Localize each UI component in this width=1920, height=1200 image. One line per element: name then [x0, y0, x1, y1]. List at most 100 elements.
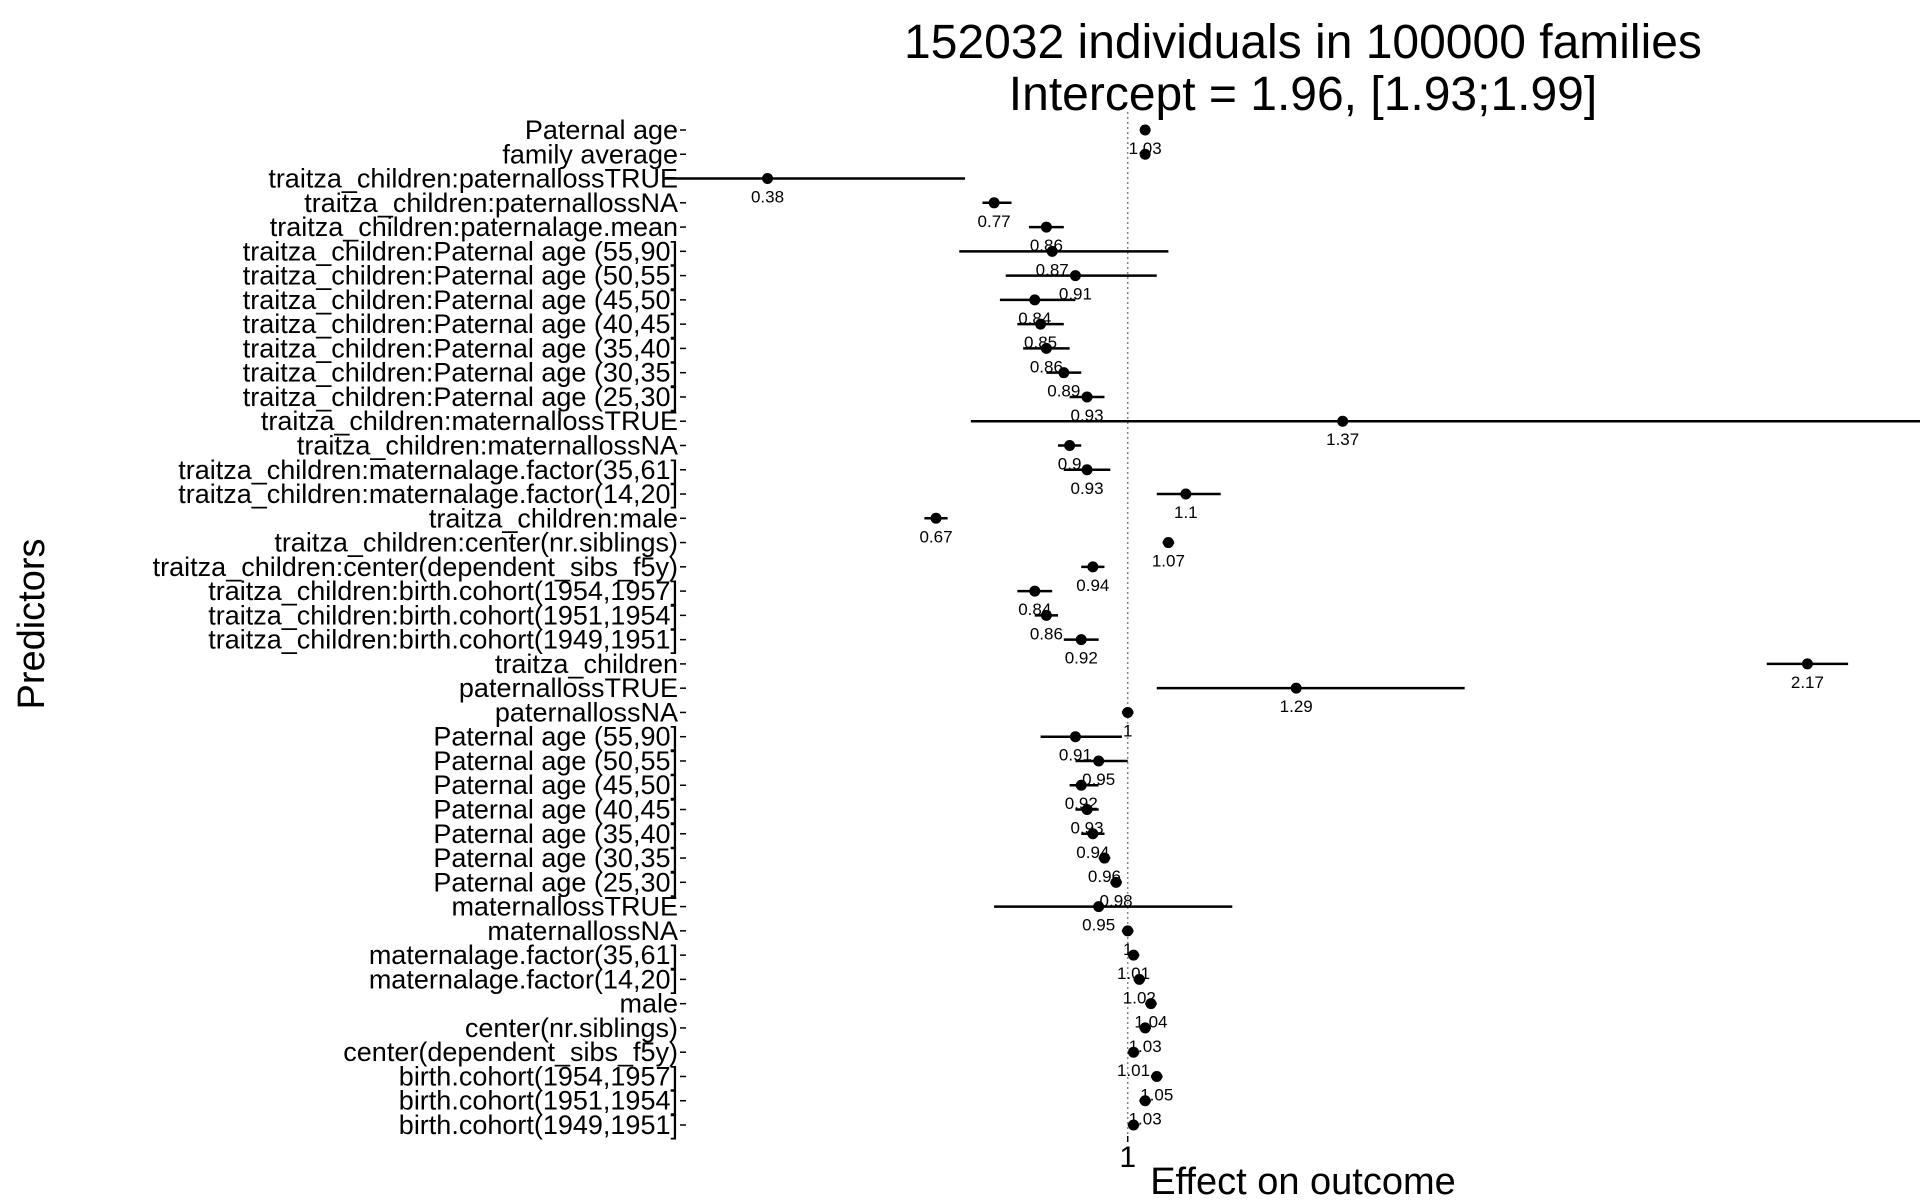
predictor-label: traitza_children:Paternal age (50,55]	[243, 261, 678, 291]
estimate-point	[1087, 828, 1099, 840]
predictor-label: traitza_children:center(dependent_sibs_f…	[153, 552, 678, 582]
estimate-label: 1.01	[1117, 1061, 1150, 1080]
estimate-point	[1337, 415, 1349, 427]
estimate-point	[930, 512, 942, 524]
predictor-label: paternallossNA	[495, 697, 678, 727]
x-tick-label: 1	[1119, 1141, 1136, 1174]
predictor-label: traitza_children:maternalage.factor(35,6…	[178, 455, 678, 485]
estimate-point	[1145, 998, 1157, 1010]
estimate-point	[1139, 124, 1151, 136]
predictor-label: center(dependent_sibs_f5y)	[343, 1037, 678, 1067]
estimate-point	[1128, 1046, 1140, 1058]
predictor-label: traitza_children:Paternal age (35,40]	[243, 333, 678, 363]
estimate-label: 0.95	[1082, 916, 1115, 935]
predictor-label: Paternal age (30,35]	[433, 843, 678, 873]
x-axis-title: Effect on outcome	[1150, 1161, 1456, 1200]
predictor-label: maternalage.factor(35,61]	[369, 940, 678, 970]
estimate-label: 0.92	[1065, 649, 1098, 668]
predictor-label: center(nr.siblings)	[465, 1013, 678, 1043]
predictor-label: Paternal age (25,30]	[433, 867, 678, 897]
estimate-label: 2.17	[1791, 673, 1824, 692]
estimate-label: 1	[1123, 940, 1132, 959]
estimate-point	[1075, 634, 1087, 646]
estimate-point	[1128, 1119, 1140, 1131]
estimate-point	[1075, 779, 1087, 791]
estimate-point	[1069, 731, 1081, 743]
predictor-label: traitza_children:center(nr.siblings)	[274, 528, 678, 558]
estimate-label: 0.86	[1030, 624, 1063, 643]
estimate-point	[1058, 367, 1070, 379]
estimate-point	[1180, 488, 1192, 500]
predictor-label: Paternal age (45,50]	[433, 770, 678, 800]
estimate-point	[1040, 609, 1052, 621]
estimate-point	[1081, 391, 1093, 403]
predictor-label: traitza_children:birth.cohort(1951,1954]	[208, 600, 678, 630]
estimate-label: 0.94	[1076, 576, 1109, 595]
estimate-point	[1290, 682, 1302, 694]
estimate-point	[1151, 1070, 1163, 1082]
predictor-label: traitza_children:maternallossTRUE	[261, 406, 678, 436]
predictor-label: family average	[502, 139, 678, 169]
predictor-label: maternalage.factor(14,20]	[369, 964, 678, 994]
y-axis-title: Predictors	[11, 538, 53, 709]
predictor-label: traitza_children:maternallossNA	[297, 430, 678, 460]
predictor-label: traitza_children:Paternal age (45,50]	[243, 285, 678, 315]
estimate-label: 1.07	[1152, 552, 1185, 571]
predictor-label: birth.cohort(1949,1951]	[399, 1110, 678, 1140]
estimate-label: 1	[1123, 721, 1132, 740]
predictor-label: traitza_children:birth.cohort(1949,1951]	[208, 625, 678, 655]
predictor-label: traitza_children:Paternal age (55,90]	[243, 236, 678, 266]
predictor-label: traitza_children:Paternal age (25,30]	[243, 382, 678, 412]
estimate-point	[1133, 973, 1145, 985]
estimate-point	[1162, 537, 1174, 549]
predictor-label: traitza_children:birth.cohort(1954,1957]	[208, 576, 678, 606]
estimate-point	[1064, 439, 1076, 451]
estimate-label: 1.1	[1174, 503, 1198, 522]
estimate-point	[1122, 925, 1134, 937]
estimate-point	[1040, 342, 1052, 354]
predictor-label: traitza_children:paternallossNA	[304, 188, 678, 218]
predictor-label: traitza_children:maternalage.factor(14,2…	[178, 479, 678, 509]
estimate-label: 1.37	[1326, 430, 1359, 449]
predictor-label: traitza_children:paternallossTRUE	[268, 164, 678, 194]
estimate-point	[762, 173, 774, 185]
predictor-label: Paternal age (35,40]	[433, 819, 678, 849]
predictor-label: paternallossTRUE	[459, 673, 678, 703]
predictor-label: Paternal age	[525, 115, 678, 145]
predictor-label: traitza_children:Paternal age (40,45]	[243, 309, 678, 339]
predictor-label: traitza_children:paternalage.mean	[270, 212, 678, 242]
predictor-label: birth.cohort(1954,1957]	[399, 1061, 678, 1091]
estimate-label: 0.77	[978, 212, 1011, 231]
estimate-point	[988, 197, 1000, 209]
estimate-point	[1110, 876, 1122, 888]
predictor-label: traitza_children:male	[429, 503, 678, 533]
estimate-point	[1035, 318, 1047, 330]
estimate-point	[1081, 464, 1093, 476]
estimate-point	[1081, 804, 1093, 816]
estimate-point	[1046, 245, 1058, 257]
estimate-point	[1139, 1022, 1151, 1034]
chart-title: 152032 individuals in 100000 families	[904, 16, 1702, 69]
estimate-label: 0.67	[919, 527, 952, 546]
predictor-label: traitza_children	[495, 649, 678, 679]
estimate-point	[1122, 706, 1134, 718]
estimate-point	[1801, 658, 1813, 670]
estimate-point	[1128, 949, 1140, 961]
estimate-point	[1029, 585, 1041, 597]
estimate-label: 1.03	[1129, 139, 1162, 158]
estimate-point	[1139, 1095, 1151, 1107]
estimate-point	[1098, 852, 1110, 864]
predictor-label: maternallossNA	[487, 916, 678, 946]
estimate-point	[1040, 221, 1052, 233]
estimate-point	[1139, 148, 1151, 160]
estimate-point	[1069, 270, 1081, 282]
estimate-label: 1.29	[1280, 697, 1313, 716]
estimate-point	[1087, 561, 1099, 573]
predictor-label: birth.cohort(1951,1954]	[399, 1086, 678, 1116]
predictor-label: Paternal age (55,90]	[433, 722, 678, 752]
estimate-point	[1093, 901, 1105, 913]
chart-subtitle: Intercept = 1.96, [1.93;1.99]	[1009, 68, 1597, 121]
